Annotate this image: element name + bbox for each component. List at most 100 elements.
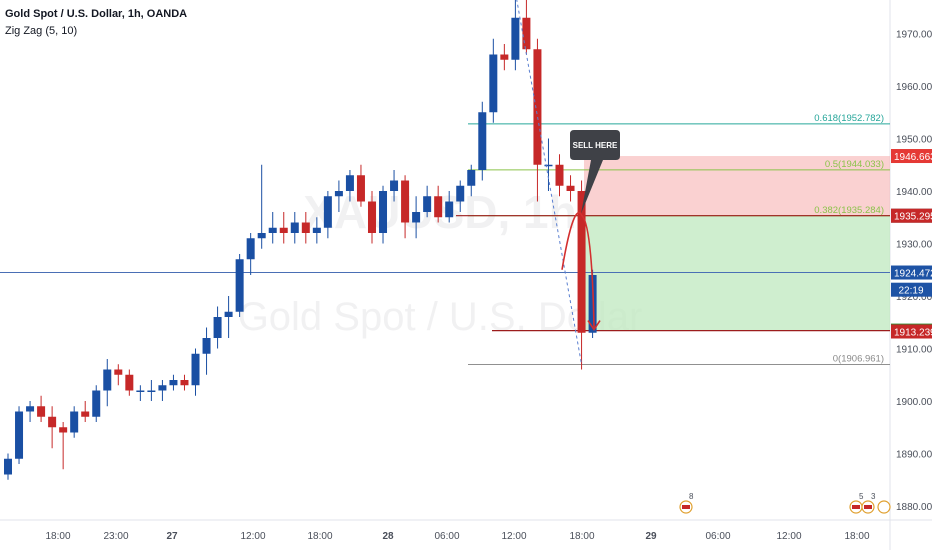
candle-down bbox=[301, 222, 310, 233]
candle-up bbox=[323, 196, 332, 228]
x-tick-label: 12:00 bbox=[776, 531, 801, 542]
event-flag bbox=[864, 505, 872, 509]
candle-up bbox=[147, 390, 156, 392]
sell-callout bbox=[570, 130, 620, 214]
candle-up bbox=[26, 406, 35, 412]
candle-up bbox=[379, 191, 388, 233]
event-icon bbox=[877, 500, 891, 514]
x-tick-label: 18:00 bbox=[45, 531, 70, 542]
candle-down bbox=[401, 180, 410, 223]
candle-up bbox=[4, 458, 12, 475]
price-badge-label: 1924.472 bbox=[894, 269, 932, 280]
candle-down bbox=[566, 185, 575, 191]
candle-up bbox=[92, 390, 101, 417]
candle-up bbox=[478, 112, 487, 170]
fib-level-0618-label: 0.618(1952.782) bbox=[814, 113, 884, 124]
price-badge bbox=[891, 265, 932, 280]
candle-up bbox=[390, 180, 399, 191]
event-flag bbox=[852, 505, 860, 509]
x-tick-label: 18:00 bbox=[569, 531, 594, 542]
watermark-description: Gold Spot / U.S. Dollar bbox=[238, 295, 643, 339]
candle-up bbox=[334, 191, 343, 197]
x-tick-label: 12:00 bbox=[240, 531, 265, 542]
price-badge-label: 1913.239 bbox=[894, 327, 932, 338]
y-tick-label: 1940.000 bbox=[896, 187, 932, 198]
candle-down bbox=[356, 175, 365, 202]
candle-up bbox=[246, 238, 255, 260]
candle-up bbox=[202, 338, 211, 354]
candle-up bbox=[456, 185, 465, 202]
x-tick-label: 23:00 bbox=[103, 531, 128, 542]
x-tick-label: 18:00 bbox=[844, 531, 869, 542]
candle-up bbox=[511, 17, 520, 60]
candle-down bbox=[48, 416, 57, 428]
fib-level-0-label: 0(1906.961) bbox=[833, 353, 884, 364]
y-tick-label: 1890.000 bbox=[896, 450, 932, 461]
price-badge-label: 22:19 bbox=[898, 286, 923, 297]
candle-down bbox=[367, 201, 376, 233]
price-badge bbox=[891, 149, 932, 164]
price-badge bbox=[891, 208, 932, 223]
candle-up bbox=[191, 353, 200, 386]
x-tick-label: 18:00 bbox=[307, 531, 332, 542]
y-tick-label: 1910.000 bbox=[896, 345, 932, 356]
projection-arrow bbox=[561, 212, 595, 328]
event-count: 3 bbox=[871, 492, 876, 501]
x-tick-label: 06:00 bbox=[705, 531, 730, 542]
candle-up bbox=[345, 175, 354, 191]
candle-up bbox=[158, 385, 167, 391]
candle-down bbox=[522, 17, 531, 50]
candle-down bbox=[125, 374, 134, 391]
candle-down bbox=[37, 406, 46, 417]
fib-level-05-label: 0.5(1944.033) bbox=[825, 159, 884, 170]
fib-level-0382-label: 0.382(1935.284) bbox=[814, 205, 884, 216]
y-tick-label: 1930.000 bbox=[896, 240, 932, 251]
chart-title: Gold Spot / U.S. Dollar, 1h, OANDA bbox=[5, 8, 188, 20]
candle-down bbox=[434, 196, 443, 218]
sell-callout-text: SELL HERE bbox=[573, 141, 618, 150]
y-tick-label: 1880.000 bbox=[896, 502, 932, 513]
candle-up bbox=[103, 369, 112, 391]
candle-up bbox=[257, 233, 266, 239]
candle-up bbox=[423, 196, 432, 212]
candle-up bbox=[70, 411, 79, 433]
x-tick-label: 29 bbox=[645, 531, 657, 542]
y-tick-label: 1950.000 bbox=[896, 135, 932, 146]
event-count: 8 bbox=[689, 492, 694, 501]
candle-down bbox=[180, 380, 189, 386]
candle-down bbox=[59, 427, 68, 433]
stop-loss-zone bbox=[584, 156, 890, 216]
candle-down bbox=[81, 411, 90, 417]
candle-down bbox=[533, 49, 542, 165]
y-tick-label: 1970.000 bbox=[896, 30, 932, 41]
candle-up bbox=[489, 54, 498, 113]
price-badge bbox=[891, 324, 932, 339]
indicator-label[interactable]: Zig Zag (5, 10) bbox=[5, 25, 78, 37]
x-tick-label: 28 bbox=[382, 531, 394, 542]
candle-up bbox=[15, 411, 24, 459]
projection-arrowhead bbox=[587, 320, 601, 332]
candle-up bbox=[224, 311, 233, 317]
candle-up bbox=[445, 201, 454, 218]
candle-down bbox=[577, 191, 586, 333]
x-tick-label: 12:00 bbox=[501, 531, 526, 542]
event-count: 5 bbox=[859, 492, 864, 501]
candle-up bbox=[213, 317, 222, 338]
candle-up bbox=[235, 259, 244, 312]
candle-up bbox=[312, 227, 321, 233]
candle-up bbox=[169, 380, 178, 386]
y-tick-label: 1900.000 bbox=[896, 397, 932, 408]
price-badge-label: 1935.295 bbox=[894, 212, 932, 223]
candle-down bbox=[500, 54, 509, 60]
price-badge-label: 1946.663 bbox=[894, 152, 932, 163]
price-badge bbox=[891, 282, 932, 297]
y-tick-label: 1960.000 bbox=[896, 82, 932, 93]
candle-up bbox=[136, 390, 145, 392]
candle-down bbox=[114, 369, 123, 375]
event-flag bbox=[682, 505, 690, 509]
candle-up bbox=[290, 222, 299, 233]
x-tick-label: 06:00 bbox=[434, 531, 459, 542]
candle-up bbox=[467, 170, 476, 186]
